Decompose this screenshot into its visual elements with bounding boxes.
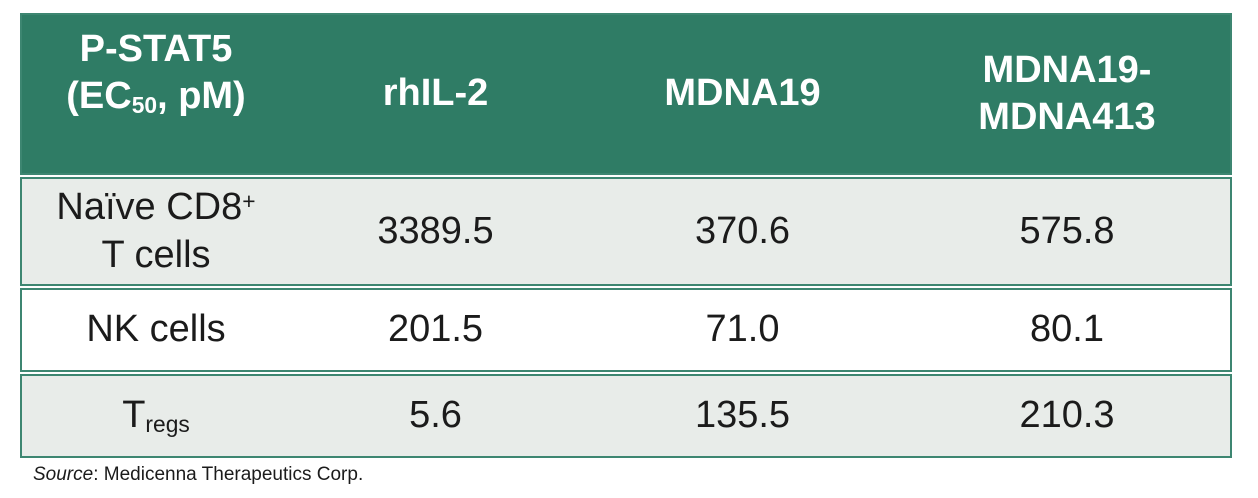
value-cell-mdna19-mdna413: 210.3	[1019, 394, 1115, 437]
tregs-label: Tregs	[122, 394, 190, 438]
row-label-cell: NK cells	[86, 308, 226, 351]
row-label-line1: Naïve CD8+	[56, 186, 256, 228]
value-cell-mdna19-mdna413: 80.1	[1030, 308, 1104, 351]
ec50-subscript: 50	[131, 92, 158, 119]
cd8-plus-superscript: +	[242, 188, 256, 215]
value-cell-rhil2: 201.5	[387, 308, 484, 351]
value-cell-mdna19-mdna413: 575.8	[1019, 209, 1115, 252]
pstat5-ec50-table: P-STAT5 (EC50, pM) rhIL-2 MDNA19 MDNA19-…	[20, 13, 1232, 458]
table-row-tregs: Tregs 5.6 135.5 210.3	[20, 374, 1232, 458]
value-cell-mdna19: 370.6	[694, 209, 791, 252]
value-cell-rhil2: 5.6	[409, 394, 462, 437]
header-pstat5-line1: P-STAT5	[79, 27, 233, 70]
row-label-cell: Naïve CD8+ T cells	[22, 179, 290, 284]
row-label-cell: Tregs	[22, 376, 290, 456]
table-row-nk-cells: NK cells 201.5 71.0 80.1	[20, 288, 1232, 372]
header-cell-rhil2: rhIL-2	[382, 72, 489, 115]
value-cell-rhil2: 3389.5	[377, 209, 494, 252]
value-cell-mdna19: 135.5	[694, 394, 791, 437]
table-row-naive-cd8-t-cells: Naïve CD8+ T cells 3389.5 370.6 575.8	[20, 177, 1232, 286]
source-label: Source	[33, 464, 94, 485]
header-pstat5-line2: (EC50, pM)	[66, 75, 246, 119]
tregs-subscript: regs	[145, 411, 190, 438]
header-cell-mdna19: MDNA19	[664, 72, 821, 115]
source-text: : Medicenna Therapeutics Corp.	[93, 464, 364, 485]
header-cell-pstat5-ec50: P-STAT5 (EC50, pM)	[22, 15, 290, 173]
header-cell-mdna19-mdna413: MDNA19- MDNA413	[978, 48, 1156, 139]
value-cell-mdna19: 71.0	[705, 308, 780, 351]
table-header-row: P-STAT5 (EC50, pM) rhIL-2 MDNA19 MDNA19-…	[20, 13, 1232, 175]
source-attribution: Source: Medicenna Therapeutics Corp.	[33, 464, 363, 486]
row-label-line2: T cells	[101, 233, 211, 276]
